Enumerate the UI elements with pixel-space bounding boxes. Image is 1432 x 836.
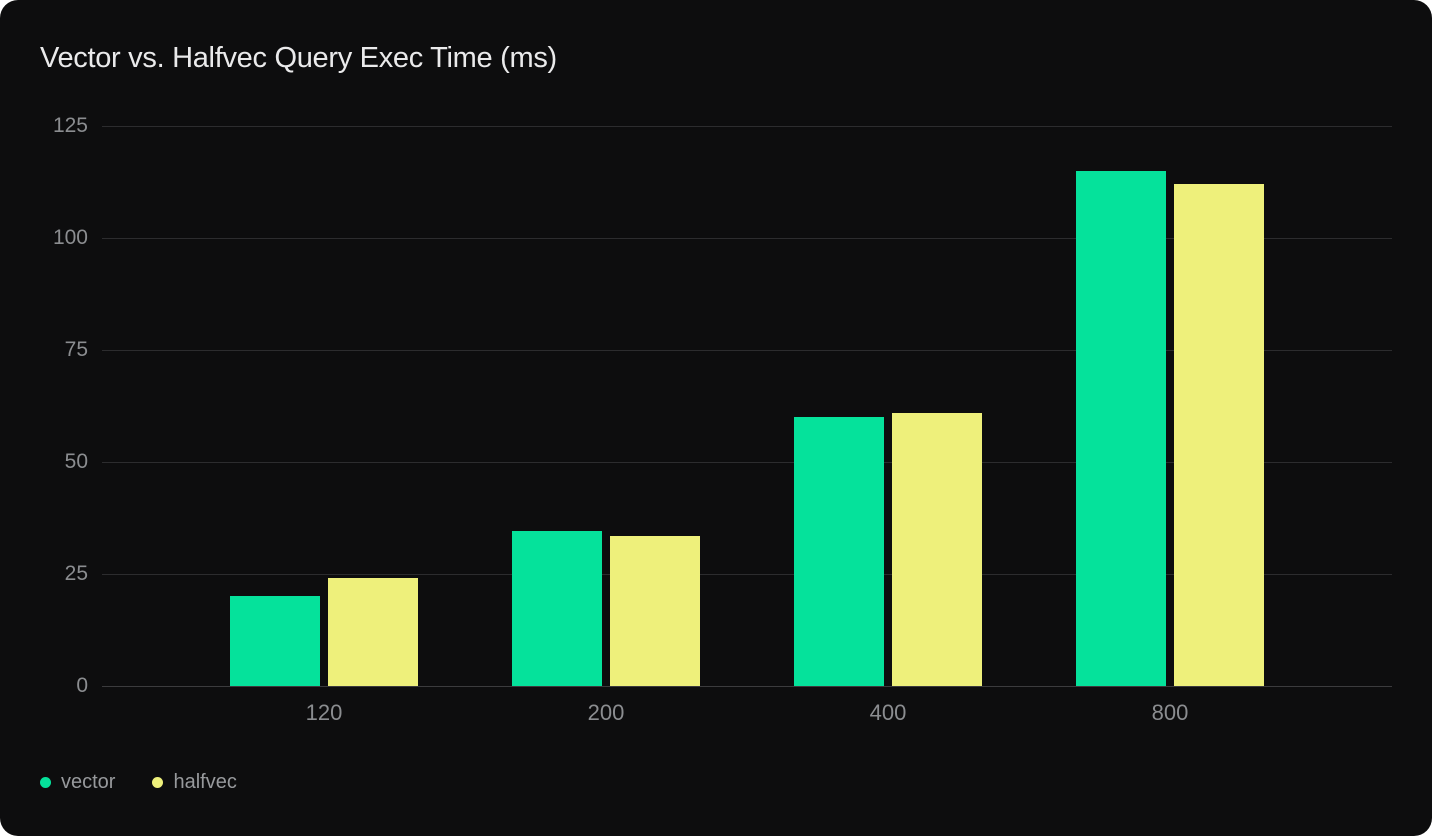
y-axis-tick-75: 75 xyxy=(64,338,88,361)
legend-item-halfvec[interactable]: halfvec xyxy=(152,771,237,794)
legend-dot-icon-vector xyxy=(40,777,51,788)
bar-halfvec-120[interactable] xyxy=(328,578,418,686)
bar-vector-200[interactable] xyxy=(512,531,602,686)
bar-halfvec-400[interactable] xyxy=(892,412,982,686)
y-axis-tick-125: 125 xyxy=(52,114,88,137)
gridline-125 xyxy=(102,126,1392,127)
x-axis-tick-200: 200 xyxy=(587,700,625,725)
gridline-25 xyxy=(102,574,1392,575)
y-axis-tick-100: 100 xyxy=(52,226,88,249)
bar-vector-400[interactable] xyxy=(794,417,884,686)
gridline-50 xyxy=(102,462,1392,463)
x-axis-tick-400: 400 xyxy=(869,700,907,725)
legend: vector halfvec xyxy=(40,771,237,794)
chart-title: Vector vs. Halfvec Query Exec Time (ms) xyxy=(40,42,557,74)
gridline-0 xyxy=(102,686,1392,687)
bar-halfvec-200[interactable] xyxy=(610,535,700,686)
x-axis-tick-120: 120 xyxy=(305,700,343,725)
y-axis-tick-50: 50 xyxy=(64,450,88,473)
legend-label-vector: vector xyxy=(61,771,116,793)
gridline-100 xyxy=(102,238,1392,239)
x-axis-tick-800: 800 xyxy=(1151,700,1189,725)
bar-halfvec-800[interactable] xyxy=(1174,184,1264,686)
y-axis-tick-25: 25 xyxy=(64,562,88,585)
bar-vector-120[interactable] xyxy=(230,596,320,686)
legend-item-vector[interactable]: vector xyxy=(40,771,115,794)
y-axis-tick-0: 0 xyxy=(76,674,88,697)
gridline-75 xyxy=(102,350,1392,351)
legend-dot-icon-halfvec xyxy=(152,777,164,788)
legend-label-halfvec: halfvec xyxy=(173,771,237,793)
bar-vector-800[interactable] xyxy=(1076,170,1166,686)
plot-area: 0 25 50 75 100 125 120 200 400 800 xyxy=(53,114,1392,725)
